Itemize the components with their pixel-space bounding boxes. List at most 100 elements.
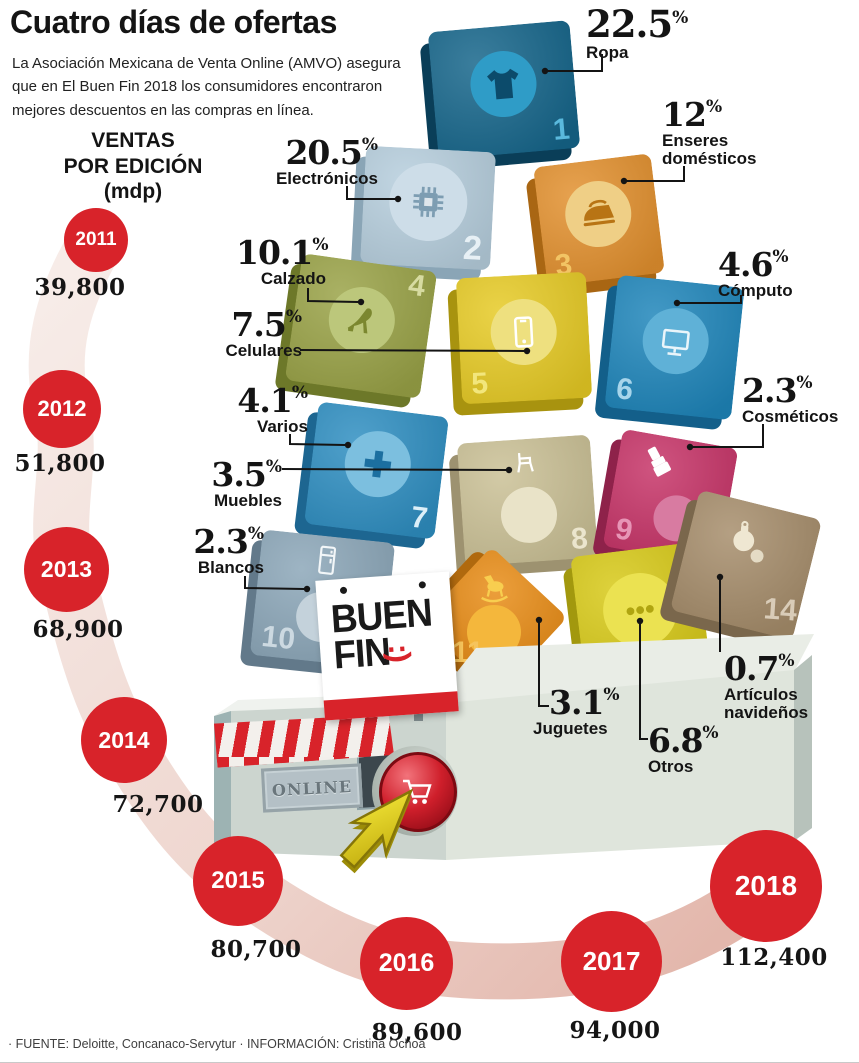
cube-number: 6 (614, 372, 635, 407)
buen-fin-line2: FIN:) (332, 630, 416, 678)
shopping-cart-icon (403, 779, 432, 804)
category-cube-juguetes: 11 (420, 546, 568, 694)
icon-circle (561, 177, 636, 251)
category-cube-electronicos: 2 (360, 145, 496, 271)
percent-value: 10.1% (236, 233, 329, 272)
base-top (430, 634, 814, 706)
icon-circle (387, 161, 470, 244)
year-circle-2011: 2011 (64, 208, 128, 272)
percent-value: 12% (662, 95, 723, 134)
base-right-side (794, 655, 812, 841)
category-cube-navidenos: 14 (669, 489, 823, 641)
rocking-horse-icon (481, 575, 508, 603)
label-juguetes: 3.1% Juguetes (533, 683, 641, 738)
icon-circle (498, 485, 559, 546)
category-name: Juguetes (533, 719, 608, 738)
year-value-2017: 94,000 (569, 1017, 661, 1044)
lipstick-icon (647, 446, 671, 477)
cube-number: 2 (462, 228, 483, 268)
refrigerator-icon (317, 545, 336, 575)
percent-value: 2.3% (193, 522, 264, 561)
percent-value: 3.5% (211, 455, 282, 494)
category-cube-blancos: 10 (249, 529, 396, 669)
cube-number: 5 (470, 366, 489, 401)
year-circle-2016: 2016 (360, 917, 453, 1010)
year-value-2012: 51,800 (14, 450, 106, 477)
year-circle-2017: 2017 (561, 911, 662, 1012)
cube-number: 7 (408, 500, 430, 536)
percent-value: 0.7% (724, 649, 795, 688)
label-ropa: 22.5% Ropa (586, 6, 696, 62)
label-calzado: 10.1% Calzado (236, 233, 329, 288)
percent-value: 2.3% (742, 371, 813, 410)
category-cube-varios: 7 (303, 401, 450, 540)
category-name: Ropa (586, 43, 629, 62)
percent-value: 20.5% (285, 133, 378, 172)
category-name: Enseres domésticos (662, 131, 757, 169)
label-muebles: 3.5% Muebles (196, 458, 282, 510)
category-cube-cosmeticos: 9 (602, 428, 739, 567)
icon-circle (340, 427, 415, 502)
tshirt-icon (486, 68, 519, 99)
label-varios: 4.1% Varios (236, 384, 308, 436)
category-cube-otros: 13 (570, 541, 712, 693)
category-name: Calzado (260, 269, 326, 288)
category-name: Varios (256, 417, 308, 436)
iron-icon (583, 199, 616, 227)
cube-number: 4 (406, 268, 428, 304)
category-name: Celulares (225, 341, 302, 360)
percent-value: 7.5% (231, 305, 302, 344)
category-name: Artículos navideños (724, 685, 809, 723)
category-cube-celulares: 5 (455, 271, 593, 405)
label-cosmeticos: 2.3% Cosméticos (742, 374, 854, 426)
label-navidenos: 0.7% Artículos navideños (724, 652, 828, 723)
category-name: Cosméticos (742, 407, 839, 426)
category-cube-calzado: 4 (284, 253, 438, 399)
cube-number: 1 (551, 112, 572, 147)
source-credit: · FUENTE: Deloitte, Concanaco-Servytur ·… (8, 1037, 426, 1051)
category-name: Cómputo (718, 281, 793, 300)
label-celulares: 7.5% Celulares (218, 308, 302, 360)
storefront-base (214, 634, 814, 860)
label-electronicos: 20.5% Electrónicos (244, 136, 378, 188)
category-name: Blancos (197, 558, 264, 577)
category-name: Muebles (213, 491, 282, 510)
ellipsis-icon (626, 605, 654, 616)
label-computo: 4.6% Cómputo (718, 248, 822, 300)
percent-value: 3.1% (549, 683, 620, 722)
category-cube-muebles: 8 (456, 434, 599, 567)
smartphone-icon (513, 316, 534, 348)
year-circle-2013: 2013 (24, 527, 109, 612)
cursor-arrow-icon (339, 788, 414, 874)
category-name: Electrónicos (275, 169, 378, 188)
cube-number: 8 (569, 521, 589, 557)
monitor-icon (661, 328, 690, 356)
icon-circle (488, 297, 559, 367)
chair-icon (516, 453, 534, 473)
page-subtitle: La Asociación Mexicana de Venta Online (… (12, 55, 401, 119)
base-front (446, 670, 794, 860)
high-heel-icon (344, 308, 372, 334)
label-blancos: 2.3% Blancos (186, 525, 264, 577)
microchip-icon (413, 186, 444, 218)
percent-value: 6.8% (648, 721, 719, 760)
label-otros: 6.8% Otros (648, 724, 732, 776)
label-enseres: 12% Enseres domésticos (662, 98, 786, 169)
year-value-2015: 80,700 (210, 936, 302, 963)
sales-heading: VENTAS POR EDICIÓN (mdp) (63, 129, 203, 204)
category-cube-ropa: 1 (427, 20, 581, 160)
cube-number: 9 (612, 512, 636, 548)
ornament-icon (733, 520, 764, 563)
year-circle-2012: 2012 (23, 370, 101, 448)
icon-circle (467, 47, 540, 120)
year-value-2011: 39,800 (34, 274, 126, 301)
percent-value: 4.6% (718, 245, 789, 284)
percent-value: 22.5% (586, 2, 689, 46)
category-cube-enseres: 3 (533, 153, 665, 287)
year-value-2018: 112,400 (720, 944, 828, 971)
category-cube-computo: 6 (604, 274, 745, 421)
percent-value: 4.1% (237, 381, 308, 420)
plus-icon (363, 450, 391, 478)
buen-fin-logo: BUEN FIN:) (329, 591, 436, 678)
